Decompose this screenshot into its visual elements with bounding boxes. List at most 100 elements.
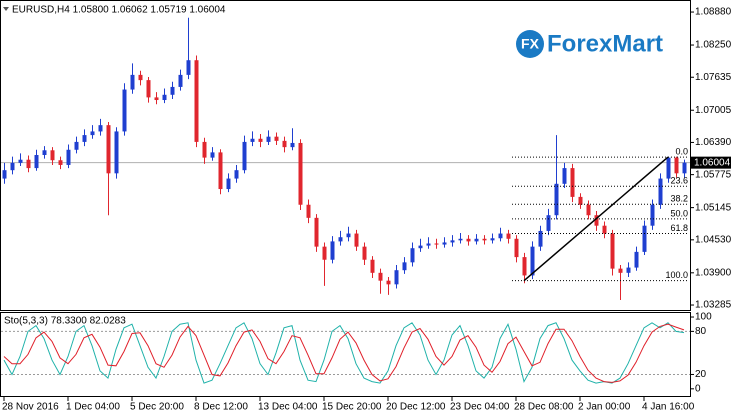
candle-body <box>322 246 327 260</box>
candle-body <box>2 170 7 179</box>
candle-body <box>234 170 239 179</box>
stoch-panel <box>0 312 691 397</box>
logo-icon: FX <box>521 36 540 52</box>
candle-body <box>554 183 559 216</box>
candle-body <box>194 60 199 142</box>
candle-body <box>26 159 31 169</box>
fibo-label: 61.8 <box>670 223 688 233</box>
candle-body <box>50 150 55 161</box>
candle-body <box>298 142 303 205</box>
x-tick-label: 1 Dec 04:00 <box>66 402 120 413</box>
candle-body <box>170 86 175 95</box>
candle-body <box>282 140 287 148</box>
y-tick-label: 100 <box>695 312 712 323</box>
x-tick-label: 13 Dec 04:00 <box>258 402 318 413</box>
y-tick-label: 1.07635 <box>695 72 732 83</box>
candle-body <box>498 233 503 239</box>
x-tick-label: 15 Dec 20:00 <box>322 402 382 413</box>
fibo-label: 100.0 <box>665 270 688 280</box>
candle-body <box>570 168 575 197</box>
candle-body <box>338 237 343 242</box>
candle-body <box>402 262 407 271</box>
candle-body <box>562 168 567 184</box>
candle-body <box>514 238 519 258</box>
candle-body <box>370 259 375 273</box>
candle-body <box>666 157 671 179</box>
candle-body <box>210 152 215 158</box>
candle-body <box>114 131 119 174</box>
y-tick-label: 1.07005 <box>695 105 732 116</box>
y-tick-label: 80 <box>695 326 707 337</box>
fibo-label: 0.0 <box>675 146 688 156</box>
candle-body <box>106 125 111 174</box>
candle-body <box>458 238 463 241</box>
candle-body <box>490 238 495 241</box>
y-tick-label: 1.06390 <box>695 137 732 148</box>
y-tick-label: 1.05775 <box>695 169 732 180</box>
symbol-icon <box>3 7 9 11</box>
y-tick-label: 1.04530 <box>695 234 732 245</box>
candle-body <box>466 238 471 242</box>
x-tick-label: 5 Dec 20:00 <box>130 402 184 413</box>
candle-body <box>274 136 279 141</box>
y-tick-label: 1.08250 <box>695 40 732 51</box>
candle-body <box>394 270 399 285</box>
fibo-label: 50.0 <box>670 208 688 218</box>
candle-body <box>122 89 127 132</box>
candle-body <box>658 178 663 205</box>
candle-body <box>130 74 135 90</box>
x-tick-label: 4 Jan 16:00 <box>642 402 695 413</box>
fibo-label: 38.2 <box>670 194 688 204</box>
candle-body <box>626 267 631 273</box>
candle-body <box>386 280 391 285</box>
candle-body <box>546 215 551 231</box>
candle-body <box>162 94 167 101</box>
candle-body <box>482 238 487 241</box>
candle-body <box>618 268 623 273</box>
candle-body <box>530 246 535 276</box>
candle-body <box>586 204 591 216</box>
x-tick-label: 28 Dec 08:00 <box>514 402 574 413</box>
candle-body <box>58 160 63 165</box>
candle-body <box>594 215 599 226</box>
y-tick-label: 0 <box>695 383 701 394</box>
candle-body <box>450 240 455 243</box>
candle-body <box>330 241 335 260</box>
candle-body <box>378 272 383 281</box>
y-tick-label: 1.08880 <box>695 7 732 18</box>
stoch-title: Sto(5,3,3) 78.3300 82.0283 <box>4 316 126 327</box>
candle-body <box>218 152 223 190</box>
candle-body <box>98 125 103 132</box>
candle-body <box>314 217 319 247</box>
chart-title: EURUSD,H4 1.05800 1.06062 1.05719 1.0600… <box>12 5 226 16</box>
candle-body <box>82 135 87 142</box>
candle-body <box>426 243 431 246</box>
candle-body <box>290 142 295 148</box>
candle-body <box>146 80 151 98</box>
x-tick-label: 28 Nov 2016 <box>2 402 59 413</box>
logo-icon-bg <box>516 30 544 58</box>
fibo-trendline <box>523 156 669 282</box>
candle-body <box>634 251 639 268</box>
candle-body <box>578 196 583 205</box>
candle-body <box>10 162 15 171</box>
last-price-box <box>691 156 731 169</box>
candle-body <box>154 97 159 101</box>
candle-body <box>42 150 47 155</box>
candle-body <box>34 155 39 169</box>
candle-body <box>434 243 439 245</box>
candle-body <box>266 136 271 142</box>
y-tick-label: 1.05145 <box>695 202 732 213</box>
candle-body <box>250 138 255 142</box>
candle-body <box>66 149 71 165</box>
last-price-label: 1.06004 <box>694 157 731 168</box>
candle-body <box>354 233 359 247</box>
candle-body <box>186 60 191 75</box>
candle-body <box>410 248 415 263</box>
x-tick-label: 23 Dec 04:00 <box>450 402 510 413</box>
candle-body <box>602 225 607 234</box>
candle-body <box>226 178 231 190</box>
x-tick-label: 20 Dec 12:00 <box>386 402 446 413</box>
candle-body <box>474 238 479 242</box>
